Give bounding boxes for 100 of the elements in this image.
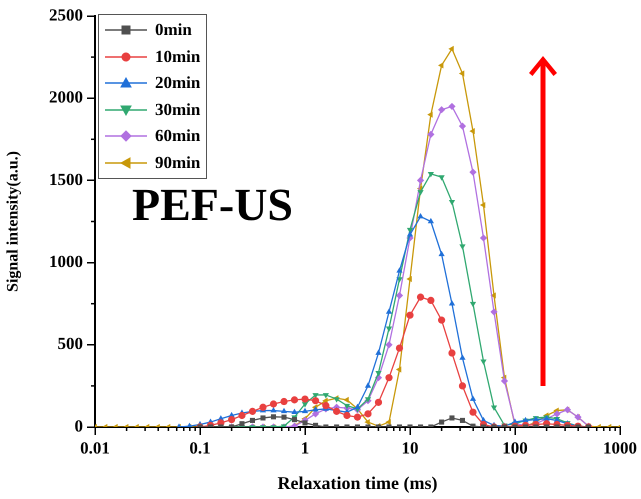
point (490, 405, 498, 411)
point (354, 414, 362, 421)
point (458, 382, 466, 390)
y-tick-label: 2500 (49, 5, 83, 24)
point (480, 234, 488, 242)
y-tick-label: 500 (58, 334, 83, 354)
point (448, 349, 456, 357)
point (470, 302, 476, 308)
point (302, 408, 308, 414)
point (438, 175, 445, 181)
point (469, 408, 477, 416)
point (312, 422, 318, 427)
point (460, 418, 466, 423)
point (386, 308, 392, 314)
point (228, 416, 236, 424)
point (270, 406, 277, 412)
point (396, 292, 404, 300)
point (322, 402, 330, 410)
point (375, 370, 382, 376)
point (458, 122, 466, 130)
point (343, 412, 351, 420)
point (480, 359, 487, 365)
point (417, 190, 424, 196)
point (416, 176, 424, 184)
point (427, 130, 434, 138)
point (448, 200, 456, 206)
point (428, 218, 434, 224)
legend-label: 20min (155, 73, 200, 94)
point (354, 404, 361, 410)
x-tick-label: 1000 (603, 438, 637, 458)
legend-label: 0min (155, 20, 192, 40)
point (385, 418, 391, 426)
y-tick-label: 1500 (49, 170, 83, 189)
point (458, 70, 464, 77)
x-tick-label: 10 (402, 438, 418, 458)
legend-label: 60min (155, 126, 200, 146)
point (428, 172, 434, 178)
point (490, 308, 498, 316)
point (448, 46, 454, 52)
point (270, 400, 278, 408)
point (448, 300, 456, 306)
point (406, 276, 412, 282)
point (374, 398, 382, 406)
point (238, 412, 246, 420)
legend-label: 10min (155, 46, 200, 67)
point (416, 294, 424, 301)
point (406, 312, 414, 319)
point (427, 112, 433, 118)
point (301, 395, 309, 403)
point (406, 231, 414, 236)
point (438, 316, 446, 324)
x-tick-label: 0.1 (189, 438, 211, 458)
point (500, 377, 508, 385)
point (280, 408, 288, 414)
x-tick-label: 100 (502, 438, 528, 458)
point (343, 396, 349, 403)
point (480, 202, 486, 208)
point (259, 404, 267, 411)
point (364, 410, 372, 418)
point (438, 62, 444, 68)
point (396, 267, 403, 273)
point (385, 374, 393, 382)
point (260, 415, 266, 421)
point (438, 106, 446, 114)
point (449, 415, 455, 421)
y-tick-label: 1000 (49, 252, 83, 271)
x-axis-title: Relaxation time (ms) (278, 472, 438, 493)
point (281, 414, 287, 420)
point (386, 326, 392, 332)
point (333, 408, 340, 415)
x-tick-label: 1 (300, 438, 310, 458)
point (302, 420, 308, 426)
y-axis-title: Signal intensity(a.u.) (4, 151, 22, 292)
point (364, 418, 370, 426)
point (385, 341, 393, 348)
point (290, 396, 298, 404)
point (270, 414, 276, 420)
point (364, 382, 372, 388)
point (280, 398, 288, 406)
point (291, 408, 298, 414)
point (470, 395, 476, 401)
y-tick-label: 2000 (49, 88, 83, 107)
point (459, 354, 466, 360)
point (250, 418, 256, 423)
point (427, 296, 434, 304)
point (396, 344, 404, 352)
x-tick-label: 0.01 (80, 438, 110, 458)
legend-label: 90min (155, 152, 200, 173)
point (438, 250, 445, 256)
y-tick-label: 0 (74, 416, 83, 436)
point (459, 244, 466, 250)
point (375, 349, 382, 355)
point (396, 366, 402, 373)
point (312, 397, 320, 404)
point (448, 102, 456, 110)
point (469, 128, 475, 134)
point (417, 212, 424, 218)
legend-label: 30min (155, 100, 200, 120)
point (469, 168, 477, 176)
annotation: PEF-US (132, 178, 293, 231)
